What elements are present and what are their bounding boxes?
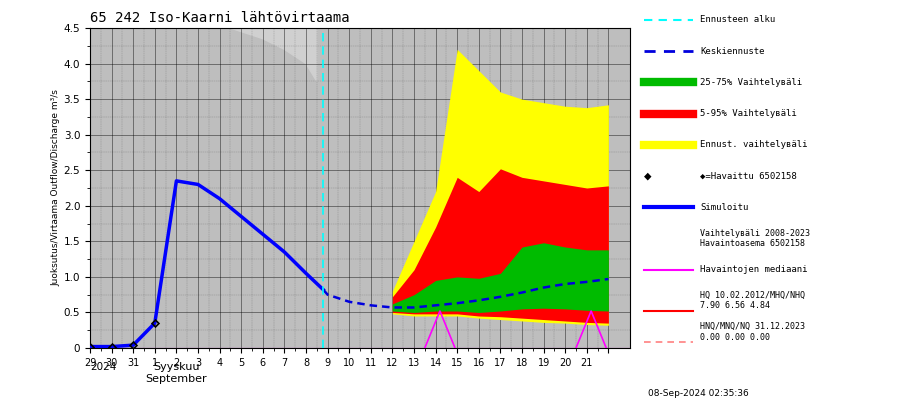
Text: Ennusteen alku: Ennusteen alku <box>700 16 776 24</box>
Text: ◆=Havaittu 6502158: ◆=Havaittu 6502158 <box>700 172 797 180</box>
Text: 65 242 Iso-Kaarni lähtövirtaama: 65 242 Iso-Kaarni lähtövirtaama <box>90 12 349 26</box>
Text: HQ 10.02.2012/MHQ/NHQ
7.90 6.56 4.84: HQ 10.02.2012/MHQ/NHQ 7.90 6.56 4.84 <box>700 291 806 310</box>
Text: 2024: 2024 <box>90 362 116 372</box>
Text: Keskiennuste: Keskiennuste <box>700 47 765 56</box>
Polygon shape <box>187 28 317 81</box>
Text: 08-Sep-2024 02:35:36: 08-Sep-2024 02:35:36 <box>648 389 749 398</box>
Text: Vaihtelувäli 2008-2023
Havaintoasema 6502158: Vaihtelувäli 2008-2023 Havaintoasema 650… <box>700 229 810 248</box>
Text: 5-95% Vaihtelувäli: 5-95% Vaihtelувäli <box>700 109 797 118</box>
Y-axis label: Juoksutus/Virtaama Outflow/Discharge m³/s: Juoksutus/Virtaama Outflow/Discharge m³/… <box>52 90 61 286</box>
Text: Ennust. vaihtelувäli: Ennust. vaihtelувäli <box>700 140 807 149</box>
Text: Simuloitu: Simuloitu <box>700 203 749 212</box>
Text: 25-75% Vaihtelувäli: 25-75% Vaihtelувäli <box>700 78 802 87</box>
Text: HNQ/MNQ/NQ 31.12.2023
0.00 0.00 0.00: HNQ/MNQ/NQ 31.12.2023 0.00 0.00 0.00 <box>700 322 806 342</box>
Text: Syyskuu
September: Syyskuu September <box>146 362 207 384</box>
Text: ◆: ◆ <box>644 170 651 182</box>
Text: Havaintojen mediaani: Havaintojen mediaani <box>700 265 807 274</box>
